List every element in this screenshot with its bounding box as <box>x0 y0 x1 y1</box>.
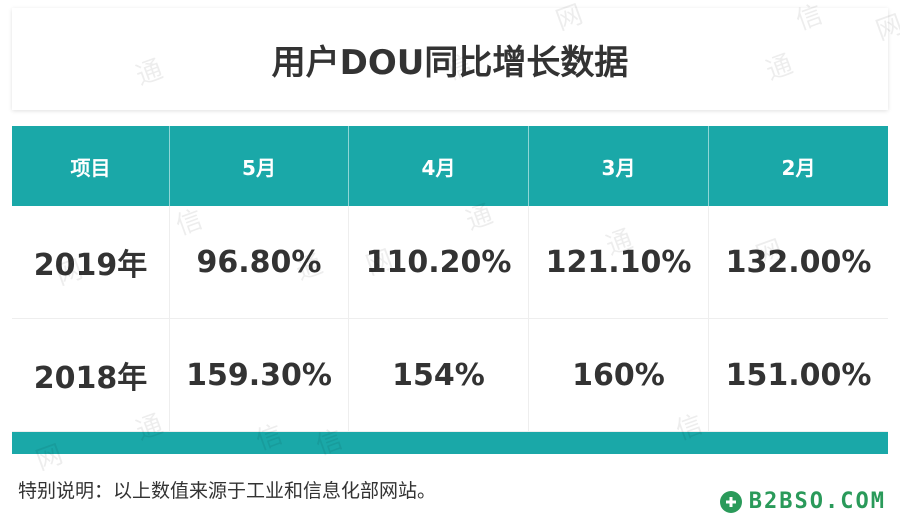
header-cell: 2月 <box>781 155 816 180</box>
table-cell: 2019年 <box>12 206 170 318</box>
footnote: 特别说明：以上数值来源于工业和信息化部网站。 <box>18 480 437 502</box>
table-body: 2019年 96.80% 110.20% 121.10% 132.00% 2018年 159… <box>12 206 888 432</box>
table-row: 2018年 159.30% 154% 160% 151.00% <box>12 319 888 432</box>
header-row: 项目 5月 4月 3月 2月 <box>12 126 888 206</box>
title-box: 用户DOU同比增长数据 <box>12 8 888 110</box>
bottom-bar <box>12 432 888 454</box>
table: 项目 5月 4月 3月 2月 2019年 96.80% 110.20% 121.10% 132.… <box>12 126 888 454</box>
table-cell: 2018年 <box>12 319 170 431</box>
brand: B2BSO.COM <box>719 489 886 514</box>
table-cell: 154% <box>349 319 529 431</box>
header-cell: 项目 <box>12 126 170 206</box>
table-cell: 96.80% <box>170 206 349 318</box>
header-cell: 5月 <box>170 126 349 206</box>
title: 用户DOU同比增长数据 <box>271 42 629 83</box>
table-cell: 151.00% <box>725 357 872 393</box>
brand-icon <box>719 490 742 513</box>
table-cell: 160% <box>529 319 709 431</box>
table-cell: 159.30% <box>170 319 349 431</box>
table-cell: 121.10% <box>529 206 709 318</box>
header-cell: 4月 <box>349 126 529 206</box>
brand-text: B2BSO.COM <box>748 489 886 514</box>
header-cell: 3月 <box>529 126 709 206</box>
table-cell: 110.20% <box>349 206 529 318</box>
table-cell: 132.00% <box>725 244 872 280</box>
table-row: 2019年 96.80% 110.20% 121.10% 132.00% <box>12 206 888 319</box>
